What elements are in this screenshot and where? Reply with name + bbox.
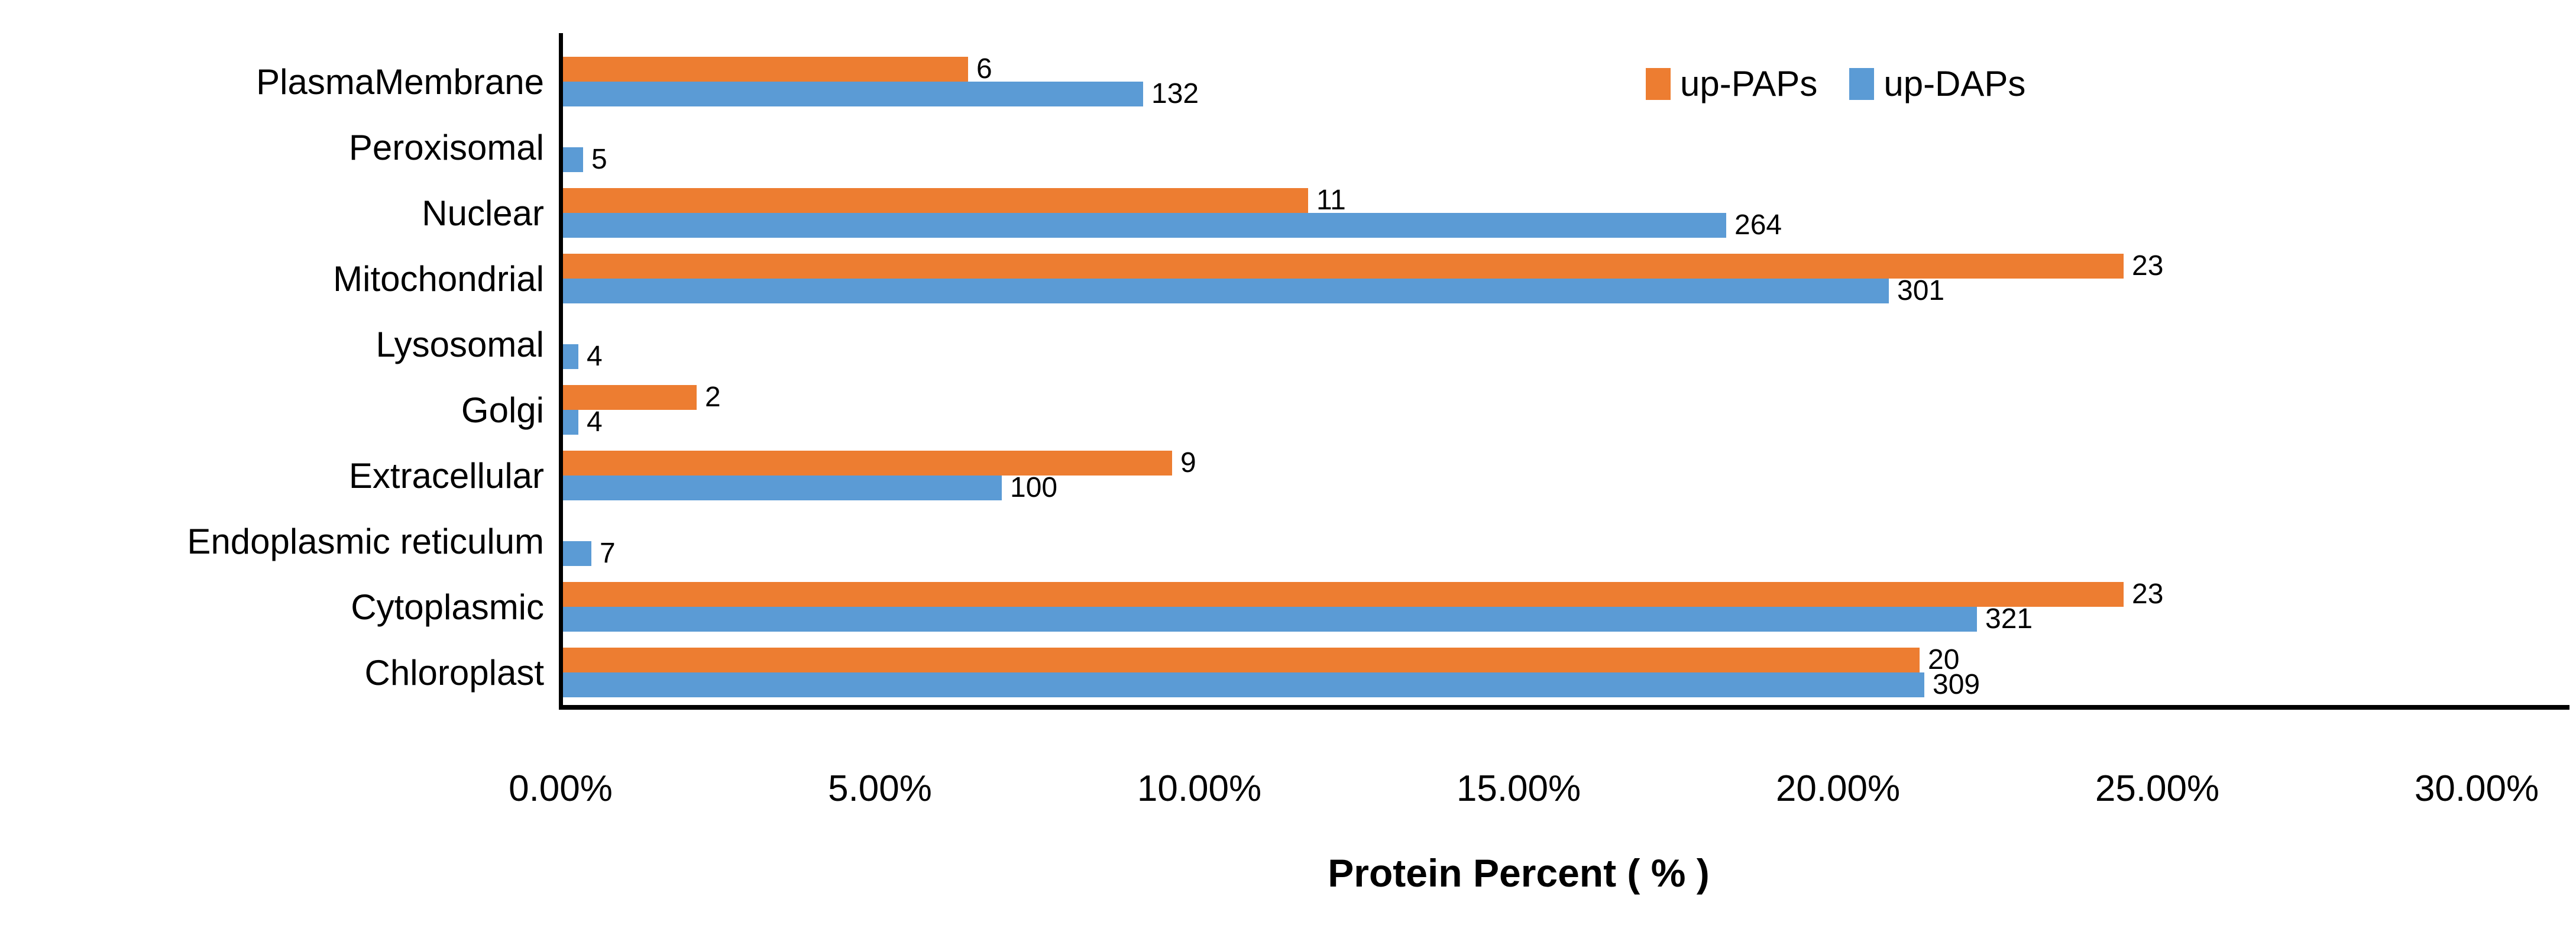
value-label-up-daps-peroxisomal: 5 — [591, 144, 607, 175]
bar-up-paps-golgi — [561, 385, 697, 410]
x-tick-label-000: 0.00% — [509, 768, 613, 809]
value-label-up-daps-endoplasmic-reticulum: 7 — [600, 538, 616, 569]
bar-up-paps-plasmamembrane — [561, 57, 968, 82]
value-label-up-paps-nuclear: 11 — [1316, 185, 1346, 216]
category-label-endoplasmic-reticulum: Endoplasmic reticulum — [187, 521, 544, 561]
category-label-plasmamembrane: PlasmaMembrane — [256, 62, 544, 102]
bar-up-paps-mitochondrial — [561, 254, 2124, 279]
legend-item-up-paps: up-PAPs — [1646, 66, 1817, 102]
value-label-up-daps-golgi: 4 — [587, 406, 603, 438]
x-tick-label-1000: 10.00% — [1137, 768, 1262, 809]
legend-swatch-up-paps — [1646, 68, 1671, 100]
value-label-up-paps-mitochondrial: 23 — [2132, 250, 2164, 282]
value-label-up-daps-cytoplasmic: 321 — [1985, 603, 2033, 635]
bar-up-daps-nuclear — [561, 213, 1726, 238]
x-tick-label-2000: 20.00% — [1775, 768, 1901, 809]
category-label-peroxisomal: Peroxisomal — [348, 127, 544, 167]
bar-up-daps-extracellular — [561, 476, 1002, 500]
bar-up-daps-peroxisomal — [561, 147, 583, 172]
category-label-lysosomal: Lysosomal — [376, 324, 544, 364]
legend: up-PAPs up-DAPs — [1646, 66, 2025, 102]
bar-up-paps-nuclear — [561, 188, 1308, 213]
bar-up-paps-cytoplasmic — [561, 582, 2124, 607]
value-label-up-paps-plasmamembrane: 6 — [976, 53, 992, 85]
value-label-up-paps-extracellular: 9 — [1180, 447, 1196, 478]
bar-up-daps-cytoplasmic — [561, 607, 1977, 632]
value-label-up-daps-mitochondrial: 301 — [1897, 275, 1945, 306]
value-label-up-paps-golgi: 2 — [705, 381, 721, 413]
legend-label-up-daps: up-DAPs — [1884, 64, 2026, 104]
value-label-up-daps-plasmamembrane: 132 — [1151, 78, 1199, 109]
value-label-up-daps-extracellular: 100 — [1010, 472, 1058, 503]
x-tick-label-1500: 15.00% — [1456, 768, 1581, 809]
category-label-cytoplasmic: Cytoplasmic — [351, 587, 544, 627]
value-label-up-paps-chloroplast: 20 — [1928, 644, 1960, 675]
bar-up-paps-extracellular — [561, 451, 1172, 476]
category-label-chloroplast: Chloroplast — [364, 652, 545, 693]
x-axis-title: Protein Percent ( % ) — [1328, 851, 1710, 895]
value-label-up-daps-chloroplast: 309 — [1933, 669, 1980, 700]
x-tick-label-2500: 25.00% — [2095, 768, 2220, 809]
legend-swatch-up-daps — [1849, 68, 1875, 100]
x-axis-line — [559, 705, 2569, 710]
legend-item-up-daps: up-DAPs — [1849, 66, 2025, 102]
value-label-up-daps-lysosomal: 4 — [587, 341, 603, 372]
x-tick-label-500: 5.00% — [828, 768, 932, 809]
category-label-golgi: Golgi — [461, 390, 544, 430]
bar-up-daps-plasmamembrane — [561, 82, 1143, 106]
bar-up-daps-chloroplast — [561, 672, 1924, 697]
category-label-nuclear: Nuclear — [422, 193, 544, 233]
value-label-up-daps-nuclear: 264 — [1734, 209, 1782, 241]
legend-label-up-paps: up-PAPs — [1680, 64, 1818, 104]
bar-up-daps-mitochondrial — [561, 279, 1889, 303]
bar-up-daps-lysosomal — [561, 344, 578, 369]
y-axis-line — [559, 33, 563, 707]
x-tick-label-3000: 30.00% — [2414, 768, 2539, 809]
value-label-up-paps-cytoplasmic: 23 — [2132, 578, 2164, 610]
bar-up-daps-golgi — [561, 410, 578, 435]
bar-up-paps-chloroplast — [561, 648, 1920, 672]
bar-up-daps-endoplasmic-reticulum — [561, 541, 591, 566]
category-label-extracellular: Extracellular — [348, 455, 544, 496]
category-label-mitochondrial: Mitochondrial — [333, 258, 544, 299]
